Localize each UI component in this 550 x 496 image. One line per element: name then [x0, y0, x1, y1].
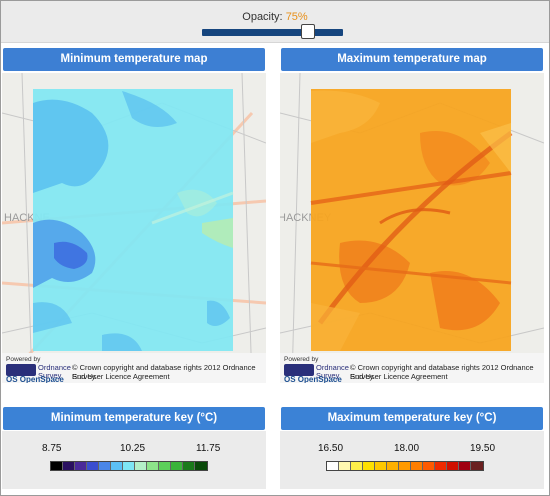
- min-key-swatch: [135, 462, 147, 470]
- max-key-tick-low: 16.50: [318, 443, 344, 454]
- opacity-slider-track[interactable]: [202, 29, 343, 36]
- max-temperature-map[interactable]: HACKNEY Powered by Ordnance Survey © Cro…: [280, 73, 544, 383]
- opacity-slider-handle[interactable]: [300, 24, 315, 39]
- max-key-tick-mid: 18.00: [394, 443, 420, 454]
- min-key-swatch: [183, 462, 195, 470]
- min-key-swatch: [87, 462, 99, 470]
- ordnance-survey-logo: [6, 364, 36, 376]
- min-key-swatch: [195, 462, 207, 470]
- min-key-swatch: [63, 462, 75, 470]
- min-key-swatch: [147, 462, 159, 470]
- max-key-swatch: [423, 462, 435, 470]
- max-key-swatch: [447, 462, 459, 470]
- min-key-swatch: [123, 462, 135, 470]
- ordnance-text-right: Ordnance: [316, 363, 349, 372]
- max-key-swatch: [375, 462, 387, 470]
- licence-link[interactable]: End User Licence Agreement: [72, 372, 170, 381]
- powered-by-label-right: Powered by: [284, 356, 319, 363]
- min-key-swatch: [111, 462, 123, 470]
- min-key-swatch: [159, 462, 171, 470]
- max-key-swatch: [459, 462, 471, 470]
- opacity-control: Opacity: 75%: [1, 1, 549, 43]
- min-key-swatch: [51, 462, 63, 470]
- min-map-canvas: HACKNE: [2, 73, 266, 383]
- max-key-swatch: [363, 462, 375, 470]
- max-key-header: Maximum temperature key (°C): [281, 407, 543, 430]
- opacity-label-row: Opacity: 75%: [1, 11, 549, 23]
- max-map-header: Maximum temperature map: [281, 48, 543, 71]
- min-map-header: Minimum temperature map: [3, 48, 265, 71]
- opacity-label: Opacity:: [242, 11, 283, 23]
- copyright-text-right: © Crown copyright and database rights 20…: [350, 363, 534, 381]
- survey-text: Survey: [38, 371, 62, 380]
- powered-by-label: Powered by: [6, 356, 41, 363]
- min-key-header: Minimum temperature key (°C): [3, 407, 265, 430]
- max-key-swatch: [399, 462, 411, 470]
- min-key-swatch: [99, 462, 111, 470]
- copyright-text: © Crown copyright and database rights 20…: [72, 363, 256, 381]
- max-map-canvas: HACKNEY: [280, 73, 544, 383]
- max-key-swatch: [435, 462, 447, 470]
- max-key-swatch: [327, 462, 339, 470]
- min-key-tick-high: 11.75: [196, 443, 221, 454]
- min-key: 8.75 10.25 11.75: [2, 431, 266, 489]
- os-openspace-logo-right: OS OpenSpace: [284, 375, 342, 383]
- os-openspace-logo: OS OpenSpace: [6, 375, 64, 383]
- min-temperature-map[interactable]: HACKNE Powered by Ordnance Survey © Crow…: [2, 73, 266, 383]
- licence-link-right[interactable]: End User Licence Agreement: [350, 372, 448, 381]
- min-key-swatch: [171, 462, 183, 470]
- min-key-tick-mid: 10.25: [120, 443, 146, 454]
- ordnance-survey-logo-right: [284, 364, 314, 376]
- max-key-swatches: [326, 461, 484, 471]
- max-key-tick-high: 19.50: [470, 443, 496, 454]
- min-key-swatches: [50, 461, 208, 471]
- ordnance-text: Ordnance: [38, 363, 71, 372]
- survey-text-right: Survey: [316, 371, 340, 380]
- max-key-swatch: [339, 462, 351, 470]
- max-key-swatch: [471, 462, 483, 470]
- opacity-value: 75%: [285, 11, 308, 23]
- min-key-swatch: [75, 462, 87, 470]
- max-key-swatch: [387, 462, 399, 470]
- max-key: 16.50 18.00 19.50: [280, 431, 544, 489]
- max-key-swatch: [351, 462, 363, 470]
- max-key-swatch: [411, 462, 423, 470]
- min-key-tick-low: 8.75: [42, 443, 62, 454]
